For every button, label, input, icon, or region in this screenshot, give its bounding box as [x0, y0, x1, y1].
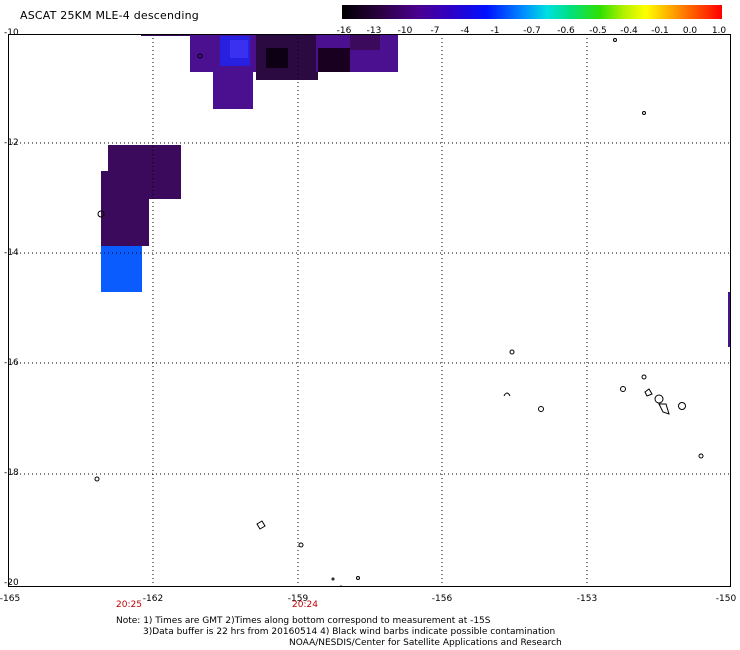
lat-label: -10: [4, 28, 19, 38]
swath-cell: [101, 171, 149, 246]
lat-label: -20: [4, 578, 19, 588]
island-outline: [339, 585, 343, 587]
island-outline: [538, 406, 544, 412]
lat-label: -12: [4, 138, 19, 148]
colorbar-tick: 0.0: [682, 26, 698, 36]
swath-cell: [266, 48, 288, 68]
colorbar: [342, 5, 722, 19]
colorbar-tick: -0.7: [523, 26, 541, 36]
swath-cell: [141, 34, 191, 36]
time-label: 20:25: [116, 600, 142, 610]
map-overlay: [8, 34, 731, 587]
colorbar-tick: -13: [366, 26, 382, 36]
island-outline: [509, 349, 515, 355]
island-outline: [658, 403, 670, 415]
island-outline: [97, 210, 105, 218]
colorbar-tick: -0.5: [589, 26, 607, 36]
lon-label: -150: [715, 594, 737, 604]
swath-cell: [728, 292, 731, 347]
lon-label: -165: [0, 594, 21, 604]
note-line: 3)Data buffer is 22 hrs from 20160514 4)…: [143, 627, 556, 637]
map-area: [8, 34, 731, 587]
note-line: NOAA/NESDIS/Center for Satellite Applica…: [289, 638, 562, 648]
island-outline: [503, 392, 511, 397]
colorbar-tick: 1.0: [711, 26, 727, 36]
swath-cell: [213, 72, 253, 109]
lon-label: -159: [287, 594, 309, 604]
island-outline: [641, 374, 647, 380]
island-outline: [642, 111, 646, 115]
island-outline: [197, 53, 203, 59]
lat-label: -16: [4, 358, 19, 368]
lat-label: -14: [4, 248, 19, 258]
lat-label: -18: [4, 468, 19, 478]
colorbar-tick: -0.4: [620, 26, 638, 36]
colorbar-tick: -0.1: [651, 26, 669, 36]
island-outline: [94, 476, 100, 482]
island-outline: [356, 576, 360, 580]
island-outline: [698, 453, 704, 459]
swath-cell: [230, 40, 248, 58]
swath-cell: [270, 68, 310, 80]
island-outline: [678, 402, 686, 410]
lon-label: -162: [142, 594, 164, 604]
map-title: ASCAT 25KM MLE-4 descending: [20, 9, 199, 22]
time-label: 20:24: [292, 600, 318, 610]
island-outline: [654, 394, 664, 404]
swath-cell: [318, 48, 350, 72]
colorbar-tick: -1: [490, 26, 500, 36]
lon-label: -156: [431, 594, 453, 604]
swath-cell: [350, 34, 380, 50]
colorbar-tick: -0.6: [557, 26, 575, 36]
island-outline: [613, 38, 617, 42]
island-outline: [644, 388, 653, 397]
note-line: Note: 1) Times are GMT 2)Times along bot…: [116, 616, 491, 626]
island-outline: [298, 542, 304, 548]
swath-cell: [101, 246, 142, 292]
colorbar-tick: -4: [460, 26, 470, 36]
island-outline: [620, 386, 626, 392]
colorbar-tick: -16: [336, 26, 352, 36]
colorbar-tick: -10: [397, 26, 413, 36]
colorbar-tick: -7: [430, 26, 440, 36]
island-outline: [331, 577, 335, 581]
island-outline: [256, 520, 266, 530]
lon-label: -153: [576, 594, 598, 604]
